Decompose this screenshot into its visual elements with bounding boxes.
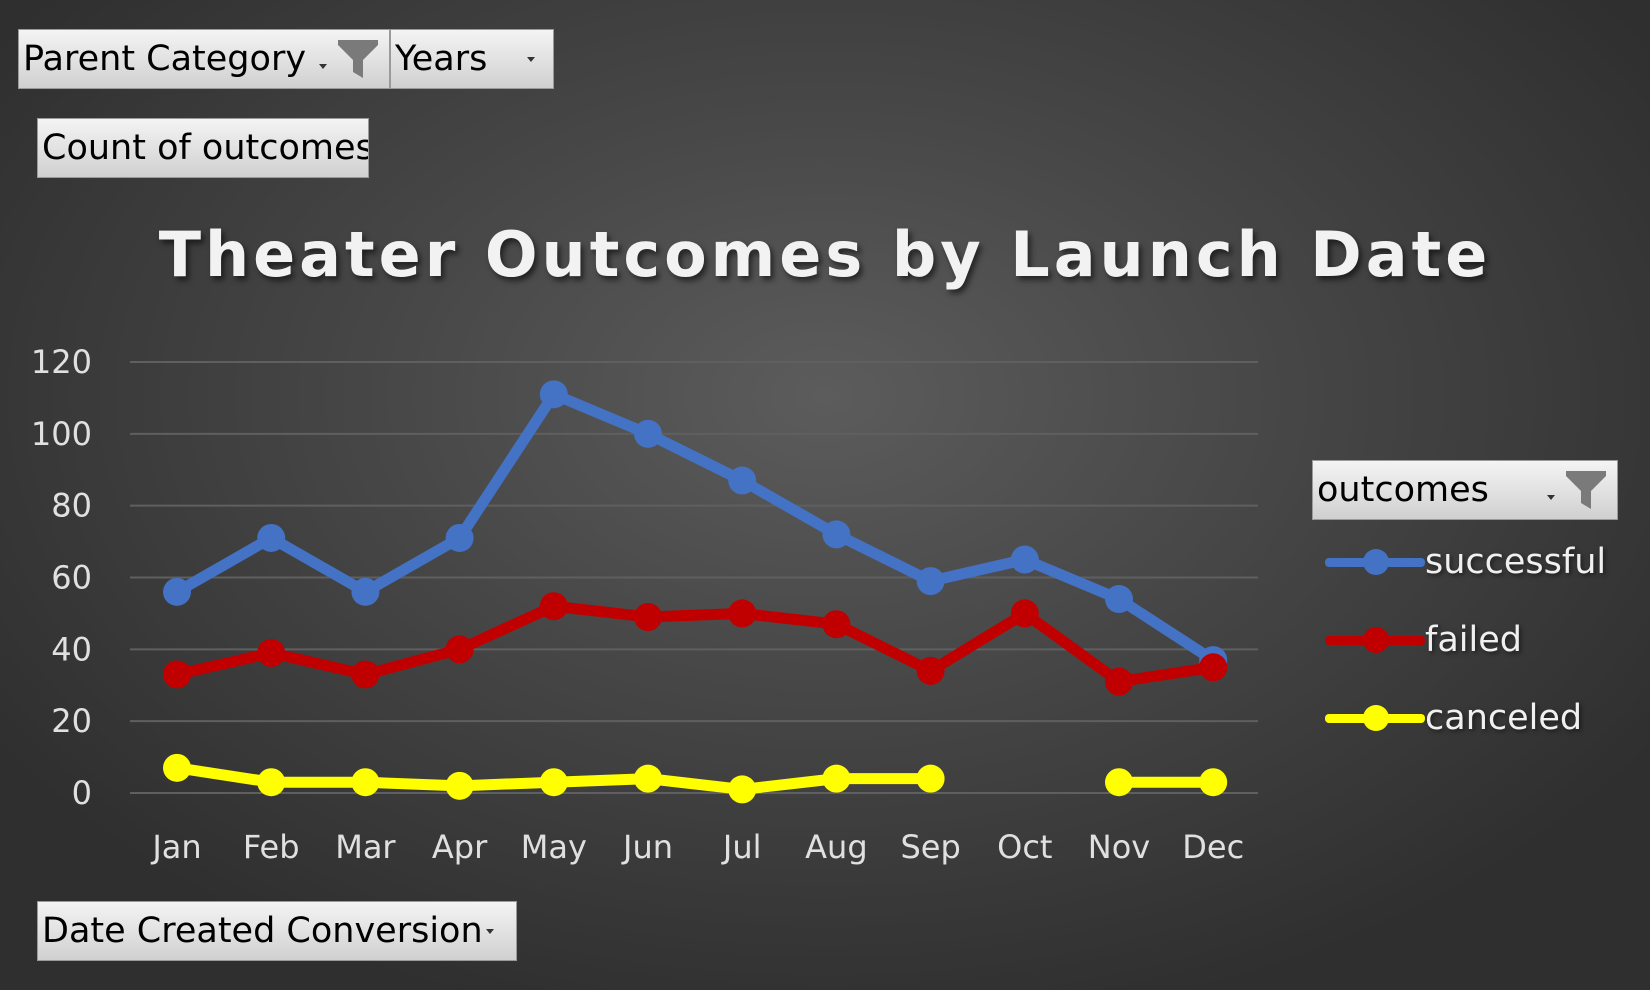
x-tick-label: Jan (150, 828, 201, 866)
y-tick-label: 40 (51, 630, 92, 668)
data-point-failed (916, 656, 945, 685)
data-point-failed (351, 660, 380, 689)
data-point-canceled (916, 764, 945, 793)
data-point-failed (163, 660, 191, 689)
data-point-canceled (728, 775, 757, 804)
data-point-failed (445, 635, 474, 664)
data-point-canceled (822, 764, 851, 793)
years-label: Years (395, 39, 488, 79)
x-tick-label: May (521, 828, 587, 866)
data-point-canceled (1105, 768, 1133, 797)
y-tick-label: 80 (51, 487, 92, 525)
parent-category-label: Parent Category (23, 39, 307, 79)
series-line-failed (171, 600, 1219, 688)
chevron-down-icon (486, 928, 494, 934)
data-point-canceled (445, 771, 474, 800)
legend-swatch (1325, 627, 1425, 653)
y-tick-label: 60 (51, 559, 92, 597)
data-point-canceled (539, 768, 568, 797)
data-point-canceled (1199, 768, 1228, 797)
x-tick-label: Apr (432, 828, 488, 866)
legend-label: successful (1425, 542, 1607, 582)
legend-swatch (1325, 549, 1425, 575)
x-tick-label: Jun (621, 828, 673, 866)
data-point-successful (257, 523, 286, 552)
x-tick-label: Dec (1182, 828, 1244, 866)
legend-swatch (1325, 705, 1425, 731)
data-point-successful (1010, 545, 1039, 574)
outcomes-legend-filter-button[interactable]: outcomes (1312, 460, 1618, 520)
x-tick-label: Jul (721, 828, 762, 866)
y-tick-label: 0 (72, 774, 92, 812)
series-canceled (163, 753, 1228, 804)
data-point-failed (634, 603, 662, 632)
data-point-successful (916, 567, 945, 596)
data-point-failed (257, 638, 286, 667)
series-line-successful (171, 388, 1219, 666)
data-point-canceled (163, 753, 191, 782)
series-successful (163, 380, 1228, 675)
legend-item-canceled: canceled (1325, 693, 1582, 743)
data-point-failed (1010, 599, 1039, 628)
x-tick-label: Aug (805, 828, 867, 866)
legend-label: failed (1425, 620, 1522, 660)
parent-category-filter-button[interactable]: Parent Category (18, 29, 390, 89)
x-tick-label: Feb (243, 828, 300, 866)
x-tick-label: Sep (900, 828, 960, 866)
count-of-outcomes-field-button[interactable]: Count of outcomes (37, 118, 369, 178)
data-point-successful (163, 577, 191, 606)
date-created-conversion-label: Date Created Conversion (42, 911, 483, 951)
y-tick-label: 120 (31, 343, 92, 381)
count-of-outcomes-label: Count of outcomes (42, 128, 368, 168)
legend-item-failed: failed (1325, 615, 1522, 665)
data-point-failed (1105, 667, 1133, 696)
y-tick-label: 20 (51, 702, 92, 740)
legend-item-successful: successful (1325, 537, 1606, 587)
x-tick-label: Oct (997, 828, 1052, 866)
outcomes-label: outcomes (1317, 470, 1489, 510)
x-tick-label: Nov (1088, 828, 1150, 866)
data-point-failed (728, 599, 757, 628)
data-point-successful (351, 577, 380, 606)
chevron-down-icon (527, 56, 535, 62)
data-point-successful (1105, 585, 1133, 614)
legend-label: canceled (1425, 698, 1583, 738)
y-tick-label: 100 (31, 415, 92, 453)
data-point-successful (822, 520, 851, 549)
data-point-successful (634, 419, 662, 448)
date-created-conversion-field-button[interactable]: Date Created Conversion (37, 901, 517, 961)
data-point-successful (539, 380, 568, 409)
data-point-canceled (634, 764, 662, 793)
series-failed (163, 592, 1228, 696)
chevron-down-icon (319, 63, 327, 69)
data-point-failed (1199, 653, 1228, 682)
funnel-icon (1566, 471, 1606, 509)
x-tick-label: Mar (335, 828, 396, 866)
chevron-down-icon (1547, 494, 1555, 500)
data-point-failed (822, 610, 851, 639)
data-point-failed (539, 592, 568, 621)
data-point-canceled (351, 768, 380, 797)
data-point-canceled (257, 768, 286, 797)
years-filter-button[interactable]: Years (390, 29, 554, 89)
data-point-successful (445, 523, 474, 552)
chart-title: Theater Outcomes by Launch Date (158, 218, 1492, 291)
data-point-successful (728, 466, 757, 495)
funnel-icon (338, 40, 378, 78)
